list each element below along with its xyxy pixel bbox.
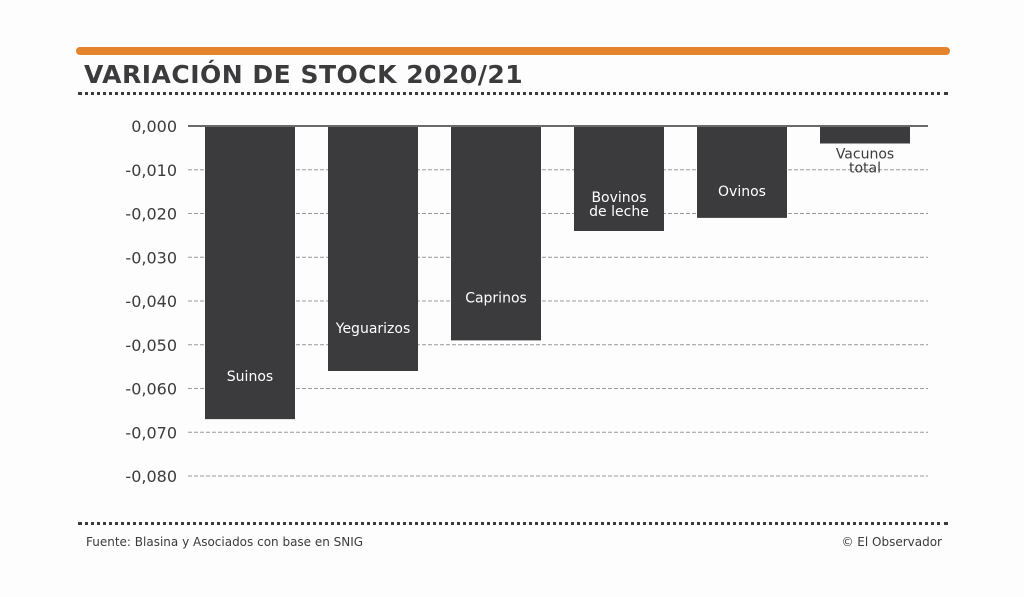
divider-top [78,92,948,95]
bar-label: Vacunos [836,147,894,163]
y-tick-label: -0,070 [125,423,177,442]
y-tick-label: -0,020 [125,205,177,224]
bar-label: Caprinos [465,290,527,306]
bar-label: Ovinos [718,184,766,200]
bar [451,126,541,341]
accent-bar [76,47,950,55]
divider-bottom [78,522,948,525]
bar-label: total [849,161,881,177]
bar [205,126,295,420]
bar [820,126,910,144]
y-tick-label: -0,080 [125,467,177,486]
y-tick-label: -0,010 [125,161,177,180]
chart-title: VARIACIÓN DE STOCK 2020/21 [84,60,524,89]
bar-label: Bovinos [591,190,646,206]
bar-label: Yeguarizos [335,321,411,337]
source-note: Fuente: Blasina y Asociados con base en … [86,535,364,549]
bar [697,126,787,218]
y-tick-label: -0,050 [125,336,177,355]
bar [328,126,418,371]
bar-label: Suinos [227,369,273,385]
y-tick-label: 0,000 [131,117,177,136]
y-tick-label: -0,060 [125,380,177,399]
credit: © El Observador [841,535,942,549]
y-tick-label: -0,040 [125,292,177,311]
bar-label: de leche [589,204,649,220]
bar [574,126,664,231]
y-tick-label: -0,030 [125,248,177,267]
